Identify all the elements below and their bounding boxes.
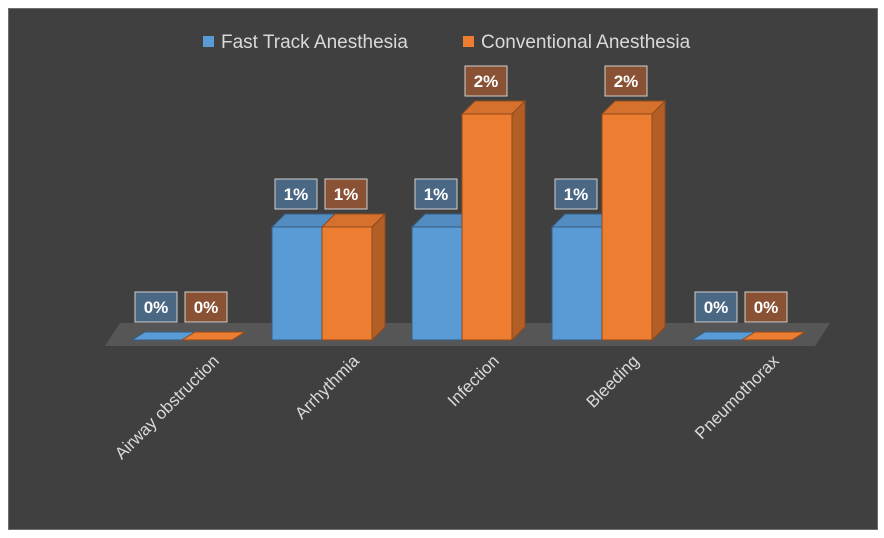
category-label-infection: Infection [444,351,503,410]
data-label-conventional-bleeding: 2% [614,72,639,91]
data-label-box-fast-track-arrhythmia [274,178,318,210]
data-label-fast-track-bleeding: 1% [564,185,589,204]
data-label-box-conventional-bleeding [604,65,648,97]
legend-fast-track-label: Fast Track Anesthesia [221,32,408,53]
category-label-airway-obstruction: Airway obstruction [111,351,223,463]
data-label-conventional-pneumothorax: 0% [754,298,779,317]
bar-side-conventional-bleeding [651,99,666,342]
data-label-box-fast-track-bleeding [554,178,598,210]
bar-conventional-airway-obstruction [180,331,247,341]
bar-conventional-infection [461,113,513,341]
bar-side-conventional-infection [511,99,526,342]
bar-fast-track-arrhythmia [271,226,323,341]
data-label-conventional-infection: 2% [474,72,499,91]
bar-conventional-bleeding [601,113,653,341]
data-label-box-conventional-infection [464,65,508,97]
data-label-box-fast-track-infection [414,178,458,210]
data-label-fast-track-infection: 1% [424,185,449,204]
data-label-fast-track-pneumothorax: 0% [704,298,729,317]
legend-conventional-swatch [463,36,474,47]
category-label-bleeding: Bleeding [583,351,643,411]
bar-conventional-arrhythmia [321,226,373,341]
bar-fast-track-infection [411,226,463,341]
data-label-fast-track-airway-obstruction: 0% [144,298,169,317]
category-label-pneumothorax: Pneumothorax [691,351,783,443]
bar-conventional-pneumothorax [740,331,807,341]
bar-side-conventional-arrhythmia [371,212,386,342]
data-label-box-conventional-airway-obstruction [184,291,228,323]
data-label-box-fast-track-pneumothorax [694,291,738,323]
data-label-conventional-arrhythmia: 1% [334,185,359,204]
data-label-box-fast-track-airway-obstruction [134,291,178,323]
data-label-box-conventional-arrhythmia [324,178,368,210]
bar-fast-track-bleeding [551,226,603,341]
data-label-fast-track-arrhythmia: 1% [284,185,309,204]
legend-conventional-label: Conventional Anesthesia [481,32,691,53]
legend-fast-track-swatch [203,36,214,47]
data-label-box-conventional-pneumothorax [744,291,788,323]
category-label-arrhythmia: Arrhythmia [291,351,363,423]
data-label-conventional-airway-obstruction: 0% [194,298,219,317]
